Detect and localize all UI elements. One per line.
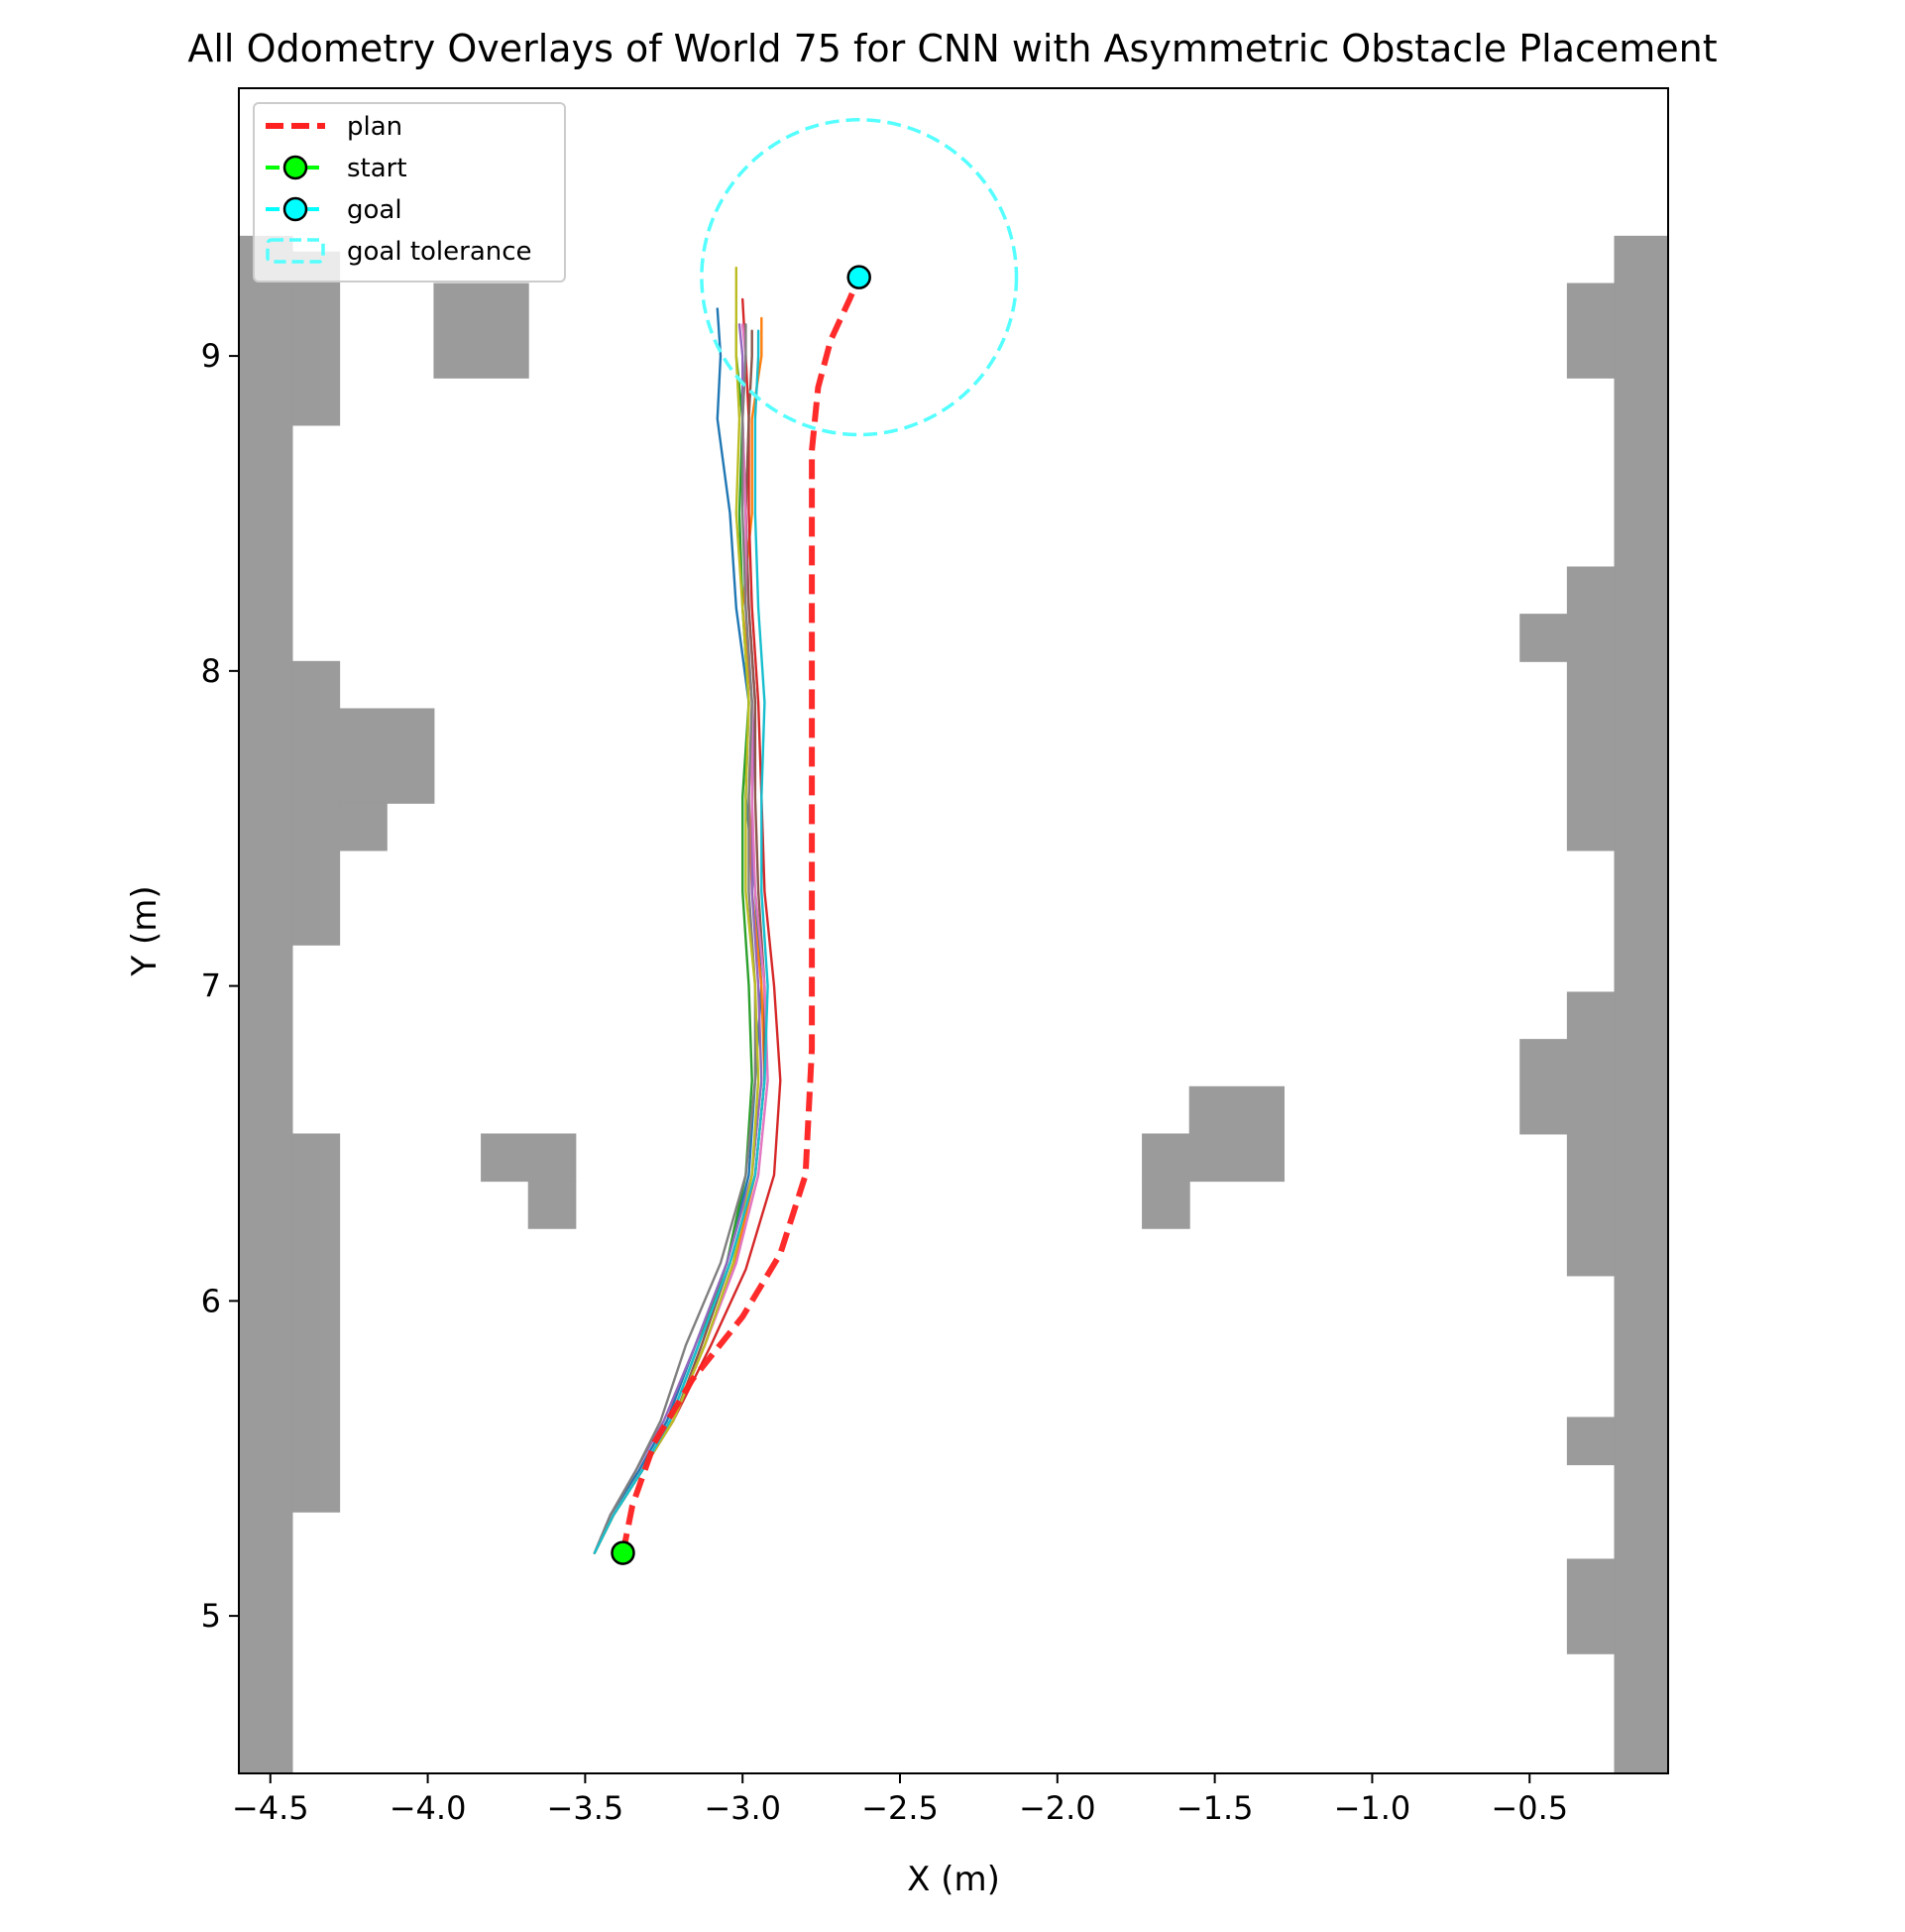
obstacle-cell [339,802,388,852]
obstacle-cell [527,1181,577,1229]
x-tick-label: −3.5 [547,1789,624,1827]
marker-layer [611,118,1019,1565]
plan-path [619,276,862,1554]
obstacle-cell [1188,1085,1286,1135]
legend: plan start goal goal tolerance [253,102,566,283]
chart-title: All Odometry Overlays of World 75 for CN… [187,27,1717,70]
y-tick-label: 8 [201,652,221,690]
y-axis-label: Y (m) [125,885,165,976]
x-tick-label: −2.5 [861,1789,939,1827]
y-tick-label: 9 [201,337,221,375]
obstacle-cell [1566,566,1616,852]
obstacle-cell [481,1133,577,1183]
odometry-trace [593,266,760,1554]
obstacle-cell [1614,235,1668,1773]
x-tick-label: −2.0 [1019,1789,1096,1827]
x-tick-label: −3.0 [704,1789,781,1827]
x-axis-ticks: −4.5 −4.0 −3.5 −3.0 −2.5 −2.0 −1.5 −1.0 −0.5 [232,1773,1568,1827]
goal-tolerance-circle [700,118,1019,437]
y-axis-ticks: 5 6 7 8 9 [201,337,239,1635]
plot-frame [238,87,1669,1774]
obstacle-cell [1566,991,1616,1277]
x-tick-label: −1.5 [1177,1789,1254,1827]
obstacle-cell [1519,1039,1568,1135]
x-tick-label: −4.0 [390,1789,467,1827]
obstacle-cell [1566,283,1616,379]
legend-label: plan [347,112,402,142]
legend-label: start [347,154,407,183]
y-tick-label: 7 [201,967,221,1005]
legend-tolerance-swatch [266,238,325,264]
x-tick-label: −4.5 [232,1789,309,1827]
obstacle-map [239,235,1668,1773]
obstacle-cell [239,235,293,1773]
legend-box [253,102,566,283]
start-marker [611,1540,635,1565]
legend-label: goal tolerance [347,237,532,267]
obstacle-cell [1519,614,1568,662]
x-axis-label: X (m) [907,1860,1000,1899]
obstacle-cell [1142,1133,1286,1183]
odometry-trace [593,323,757,1554]
obstacle-cell [339,708,435,804]
legend-goal-marker [282,196,308,222]
obstacle-cell [1566,1558,1616,1654]
odometry-traces [593,266,782,1554]
obstacle-cell [291,1133,341,1513]
obstacle-cell [291,660,341,946]
y-tick-label: 6 [201,1282,221,1319]
plan-layer [619,276,862,1554]
x-tick-label: −1.0 [1334,1789,1411,1827]
y-tick-label: 5 [201,1597,221,1635]
legend-label: goal [347,195,402,225]
legend-start-marker [282,155,308,180]
obstacle-cell [1142,1181,1190,1229]
obstacle-cell [1566,1417,1616,1466]
x-tick-label: −0.5 [1491,1789,1568,1827]
obstacle-cell [433,283,529,379]
goal-marker [846,265,871,289]
